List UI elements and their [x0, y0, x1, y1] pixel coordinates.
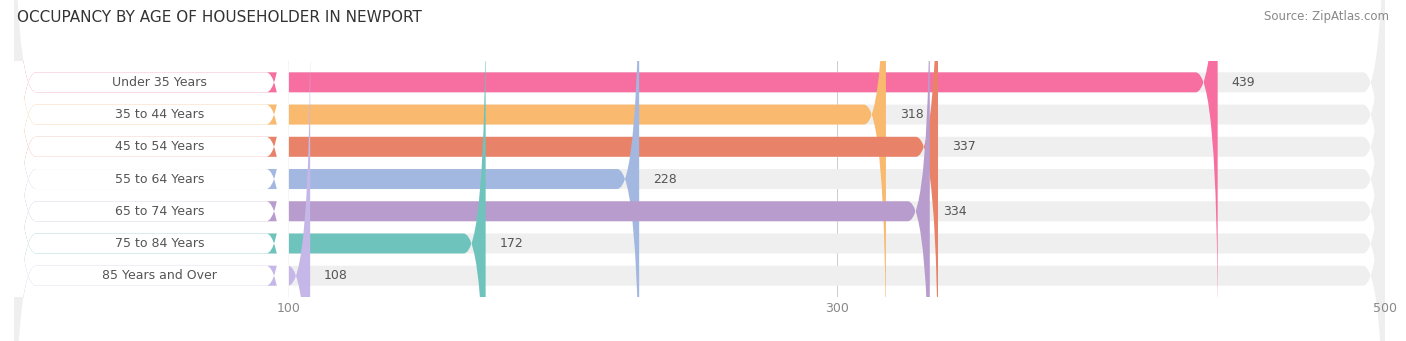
FancyBboxPatch shape — [14, 0, 640, 341]
FancyBboxPatch shape — [14, 28, 311, 341]
FancyBboxPatch shape — [14, 0, 1385, 341]
FancyBboxPatch shape — [14, 0, 886, 341]
FancyBboxPatch shape — [14, 0, 1218, 330]
FancyBboxPatch shape — [14, 0, 1385, 341]
Text: 85 Years and Over: 85 Years and Over — [101, 269, 217, 282]
Text: Source: ZipAtlas.com: Source: ZipAtlas.com — [1264, 10, 1389, 23]
FancyBboxPatch shape — [14, 0, 288, 341]
FancyBboxPatch shape — [14, 28, 1385, 341]
FancyBboxPatch shape — [14, 0, 288, 341]
Text: 45 to 54 Years: 45 to 54 Years — [115, 140, 204, 153]
Text: 337: 337 — [952, 140, 976, 153]
FancyBboxPatch shape — [14, 0, 1385, 330]
FancyBboxPatch shape — [14, 0, 929, 341]
FancyBboxPatch shape — [14, 0, 1385, 341]
Text: Under 35 Years: Under 35 Years — [112, 76, 207, 89]
FancyBboxPatch shape — [14, 0, 288, 330]
Text: 318: 318 — [900, 108, 924, 121]
FancyBboxPatch shape — [14, 0, 1385, 341]
Text: 172: 172 — [499, 237, 523, 250]
Text: 35 to 44 Years: 35 to 44 Years — [115, 108, 204, 121]
FancyBboxPatch shape — [14, 0, 938, 341]
Text: 439: 439 — [1232, 76, 1256, 89]
Text: 65 to 74 Years: 65 to 74 Years — [115, 205, 204, 218]
FancyBboxPatch shape — [14, 0, 1385, 341]
FancyBboxPatch shape — [14, 0, 288, 341]
FancyBboxPatch shape — [14, 28, 288, 341]
Text: 228: 228 — [652, 173, 676, 186]
Text: 108: 108 — [323, 269, 347, 282]
Text: 75 to 84 Years: 75 to 84 Years — [115, 237, 204, 250]
Text: OCCUPANCY BY AGE OF HOUSEHOLDER IN NEWPORT: OCCUPANCY BY AGE OF HOUSEHOLDER IN NEWPO… — [17, 10, 422, 25]
Text: 55 to 64 Years: 55 to 64 Years — [115, 173, 204, 186]
FancyBboxPatch shape — [14, 0, 288, 341]
Text: 334: 334 — [943, 205, 967, 218]
FancyBboxPatch shape — [14, 0, 485, 341]
FancyBboxPatch shape — [14, 0, 288, 341]
